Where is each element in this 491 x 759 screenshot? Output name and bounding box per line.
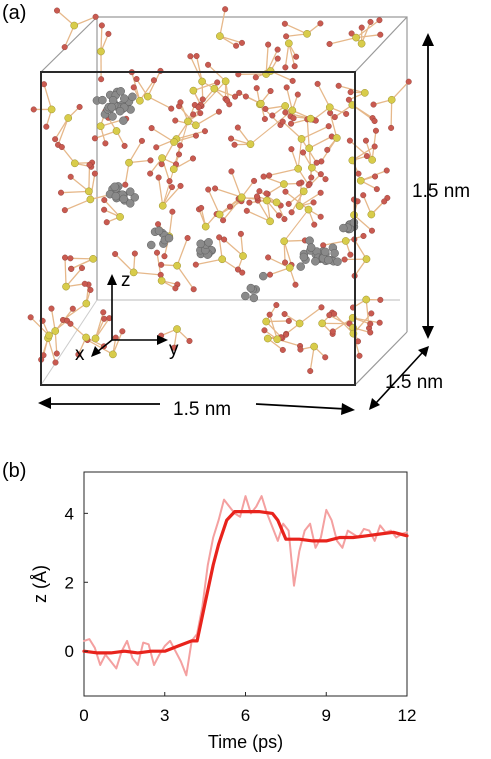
y-axis-label: z (Å) <box>30 565 50 603</box>
coordinate-axes: z y x <box>75 270 179 365</box>
series-line-smoothed <box>82 510 409 655</box>
dimension-arrow-depth <box>369 346 429 410</box>
panel-b-label: (b) <box>2 460 26 482</box>
dim-vertical-label: 1.5 nm <box>412 181 470 202</box>
dim-depth-label: 1.5 nm <box>385 372 443 393</box>
panel-a-label: (a) <box>2 2 26 24</box>
simulation-box <box>27 6 412 386</box>
dimension-arrow-horizontal <box>38 397 355 415</box>
axis-x-label: x <box>75 344 85 365</box>
molecule-clusters <box>92 87 359 303</box>
x-tick-label: 0 <box>79 706 88 725</box>
axis-y-label: y <box>169 339 179 360</box>
silicon-atoms <box>44 21 396 359</box>
x-tick-label: 3 <box>160 706 169 725</box>
y-tick-label: 4 <box>65 504 74 523</box>
x-tick-label: 12 <box>398 706 417 725</box>
oxygen-atoms <box>27 6 412 375</box>
x-tick-label: 6 <box>241 706 250 725</box>
axis-z-label: z <box>121 270 131 291</box>
y-tick-label: 0 <box>65 642 74 661</box>
dim-horizontal-label: 1.5 nm <box>173 399 231 420</box>
dimension-arrow-vertical <box>422 33 434 339</box>
chart-plot: 0 3 6 9 12 0 2 4 Time (ps) z (Å) <box>30 471 417 752</box>
x-axis-label: Time (ps) <box>208 732 283 752</box>
x-tick-label: 9 <box>322 706 331 725</box>
y-tick-label: 2 <box>65 573 74 592</box>
plot-area <box>83 471 408 697</box>
series-line-raw <box>83 495 408 677</box>
